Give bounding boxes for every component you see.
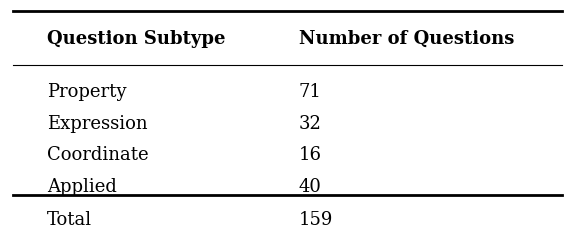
Text: Total: Total [47, 211, 92, 229]
Text: Applied: Applied [47, 178, 117, 196]
Text: 32: 32 [299, 115, 322, 133]
Text: Number of Questions: Number of Questions [299, 30, 514, 48]
Text: 159: 159 [299, 211, 334, 229]
Text: 16: 16 [299, 146, 322, 164]
Text: Expression: Expression [47, 115, 148, 133]
Text: Question Subtype: Question Subtype [47, 30, 226, 48]
Text: Property: Property [47, 83, 127, 101]
Text: 71: 71 [299, 83, 322, 101]
Text: 40: 40 [299, 178, 322, 196]
Text: Coordinate: Coordinate [47, 146, 149, 164]
